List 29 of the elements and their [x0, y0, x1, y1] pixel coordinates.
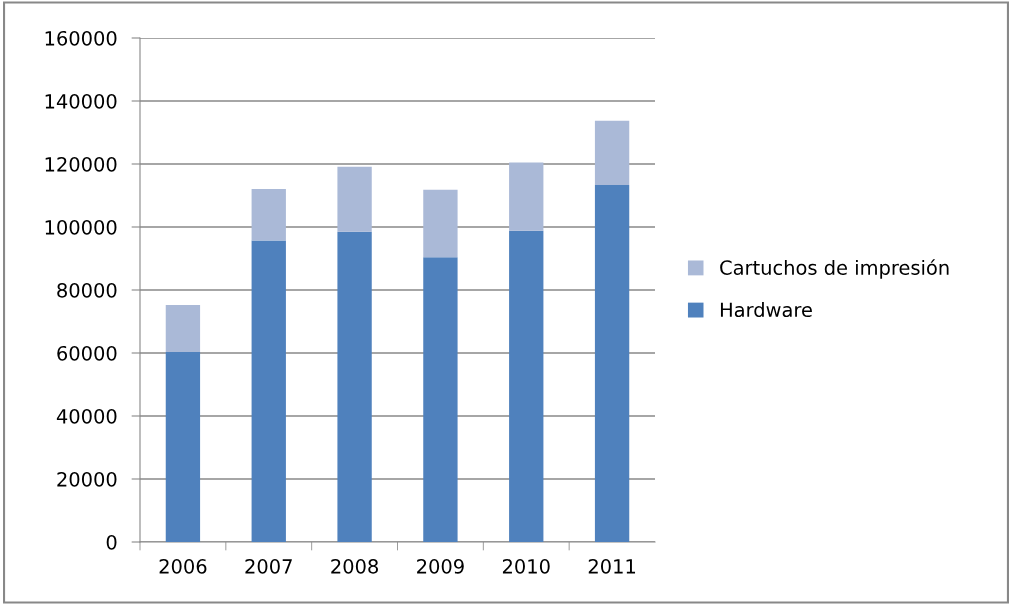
y-tick-label: 160000: [45, 30, 117, 46]
x-tick-label: 2006: [159, 559, 207, 574]
y-tick-label: 40000: [56, 408, 117, 424]
bar: [337, 166, 372, 232]
bar: [251, 188, 286, 241]
y-tick-label: 140000: [45, 93, 117, 109]
bar: [423, 257, 458, 542]
bar: [509, 162, 544, 231]
bar: [423, 189, 458, 258]
bar: [251, 240, 286, 542]
y-tick-label: 100000: [45, 219, 117, 235]
bar: [165, 352, 201, 542]
bar: [165, 305, 201, 353]
bar: [594, 185, 630, 542]
x-tick-label: 2008: [331, 559, 378, 574]
y-tick-label: 60000: [57, 345, 117, 361]
legend-label: Hardware: [720, 302, 812, 318]
bar: [337, 231, 372, 542]
x-tick-label: 2007: [245, 559, 292, 574]
x-tick-label: 2011: [588, 559, 636, 574]
bar: [594, 120, 630, 186]
y-tick-label: 0: [106, 534, 117, 550]
bar: [509, 230, 544, 542]
legend-label: Cartuchos de impresión: [720, 259, 949, 279]
y-tick-label: 20000: [57, 471, 117, 487]
x-tick-label: 2009: [417, 559, 464, 574]
y-tick-label: 80000: [57, 282, 117, 298]
x-tick-label: 2010: [502, 559, 550, 574]
y-tick-label: 120000: [45, 156, 117, 172]
